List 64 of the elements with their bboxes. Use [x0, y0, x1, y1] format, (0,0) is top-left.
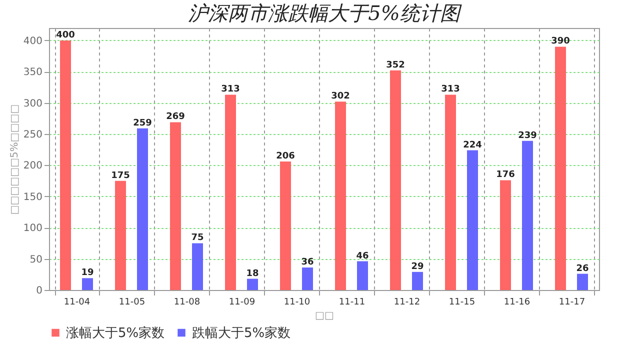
data-label: 29	[411, 262, 424, 272]
data-label: 302	[331, 92, 350, 102]
x-tick-label: 11-17	[558, 298, 586, 308]
bar	[555, 46, 566, 290]
bar	[412, 272, 423, 290]
bar	[390, 70, 401, 290]
bar	[82, 278, 93, 290]
bar	[137, 128, 148, 290]
bar	[445, 94, 456, 290]
data-label: 176	[496, 170, 515, 180]
data-label: 313	[441, 84, 460, 95]
data-label: 352	[386, 60, 405, 70]
data-label: 269	[166, 112, 185, 122]
x-tick-label: 11-05	[118, 298, 146, 308]
y-tick-label: 300	[23, 98, 42, 110]
data-label: 390	[551, 36, 570, 47]
y-tick-label: 250	[23, 130, 42, 141]
bar	[302, 268, 313, 290]
y-tick-label: 400	[23, 36, 42, 47]
bar	[247, 278, 258, 290]
y-tick-label: 100	[23, 223, 42, 234]
x-tick-label: 11-08	[174, 298, 200, 308]
data-label: 19	[81, 268, 94, 278]
data-label: 313	[221, 84, 240, 95]
bar	[522, 140, 533, 290]
legend-label: 涨幅大于5%家数	[66, 324, 165, 341]
y-tick-label: 150	[23, 192, 42, 203]
data-label: 239	[518, 130, 537, 141]
data-label: 26	[576, 264, 589, 274]
data-label: 175	[111, 170, 130, 181]
bar	[115, 180, 126, 290]
x-tick-label: 11-15	[448, 298, 476, 308]
bar	[335, 102, 346, 290]
x-axis-title: □□	[315, 310, 334, 322]
x-tick-label: 11-12	[394, 298, 420, 308]
x-tick-label: 11-16	[504, 298, 530, 308]
bar	[357, 261, 368, 290]
bar	[280, 161, 291, 290]
bar	[500, 180, 511, 290]
data-label: 206	[276, 151, 295, 162]
x-tick-label: 11-09	[228, 298, 256, 308]
data-label: 36	[301, 258, 314, 268]
chart-title: 沪深两市涨跌幅大于5%统计图	[188, 1, 462, 25]
data-label: 400	[56, 30, 75, 40]
y-axis-title: □□□□□□5%□□□□	[9, 104, 20, 215]
bar	[192, 243, 203, 290]
bar	[60, 40, 71, 290]
x-tick-label: 11-04	[64, 298, 90, 308]
y-tick-label: 0	[36, 286, 42, 296]
bar	[577, 274, 588, 290]
data-label: 18	[246, 268, 259, 279]
y-tick-label: 200	[23, 160, 42, 172]
legend-label: 跌幅大于5%家数	[192, 324, 291, 341]
data-label: 259	[133, 118, 152, 128]
y-tick-label: 50	[30, 254, 42, 266]
data-label: 75	[191, 233, 204, 244]
y-tick-label: 350	[23, 67, 42, 78]
x-tick-label: 11-11	[338, 298, 366, 308]
bar	[467, 150, 478, 290]
bar	[170, 122, 181, 290]
data-label: 224	[463, 140, 482, 150]
data-label: 46	[356, 251, 369, 262]
bar	[225, 94, 236, 290]
x-tick-label: 11-10	[284, 298, 310, 308]
